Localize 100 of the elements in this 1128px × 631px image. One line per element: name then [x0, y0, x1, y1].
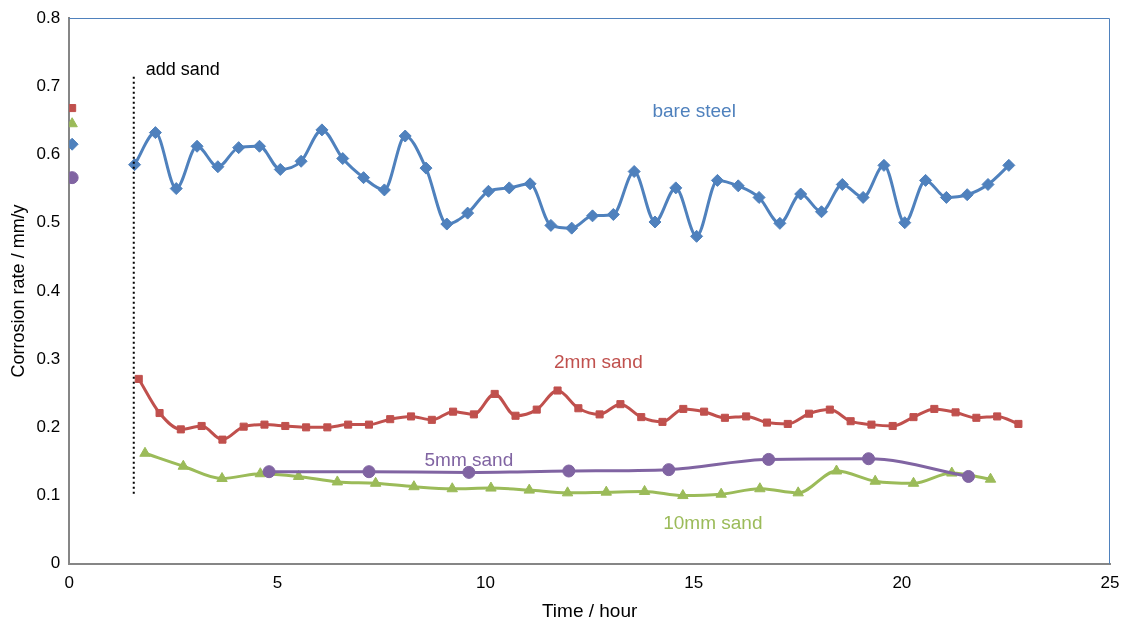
- point: [69, 171, 79, 185]
- point: [720, 413, 729, 422]
- point: [362, 465, 376, 479]
- point: [523, 177, 537, 191]
- point: [398, 129, 412, 143]
- y-tick-label: 0: [50, 553, 61, 573]
- series-label: 2mm sand: [554, 351, 643, 373]
- point: [710, 173, 724, 187]
- point: [469, 410, 478, 419]
- y-tick-label: 0.7: [36, 75, 61, 95]
- point: [700, 407, 709, 416]
- point: [677, 489, 689, 500]
- point: [586, 209, 600, 223]
- point: [888, 421, 897, 431]
- point: [336, 152, 350, 166]
- point: [877, 158, 891, 172]
- y-tick-label: 0.5: [36, 212, 61, 232]
- point: [565, 221, 579, 235]
- point: [490, 389, 499, 398]
- point: [357, 171, 371, 185]
- point: [449, 407, 458, 416]
- point: [232, 141, 246, 155]
- y-tick-label: 0.2: [36, 417, 61, 437]
- point: [177, 459, 189, 470]
- point: [984, 472, 997, 483]
- point: [804, 409, 814, 418]
- y-axis-title: Corrosion rate / mm/y: [7, 204, 28, 378]
- y-tick-label: 0.4: [36, 280, 61, 300]
- point: [553, 386, 562, 395]
- point: [939, 190, 953, 204]
- point: [377, 183, 391, 197]
- y-tick-label: 0.6: [36, 144, 61, 164]
- point: [981, 177, 995, 191]
- point: [462, 465, 476, 479]
- point: [638, 484, 651, 495]
- point: [669, 181, 683, 195]
- point: [754, 482, 766, 493]
- point: [898, 216, 912, 230]
- point: [606, 207, 620, 221]
- point: [679, 404, 688, 413]
- point: [627, 165, 641, 179]
- point: [919, 173, 933, 187]
- text: bare steel: [652, 99, 736, 121]
- point: [315, 123, 329, 137]
- point: [216, 472, 228, 483]
- point: [762, 418, 771, 427]
- point: [446, 482, 458, 493]
- point: [294, 154, 308, 168]
- point: [461, 206, 475, 220]
- point: [561, 486, 574, 497]
- point: [835, 177, 849, 191]
- point: [364, 420, 374, 429]
- point: [794, 187, 808, 201]
- point: [930, 404, 939, 413]
- point: [481, 184, 495, 198]
- x-tick-label: 20: [892, 572, 912, 592]
- y-tick-label: 0.1: [36, 485, 61, 505]
- point: [731, 179, 745, 193]
- point: [440, 217, 454, 231]
- point: [218, 435, 227, 444]
- point: [658, 417, 667, 426]
- point: [148, 126, 162, 140]
- x-tick-label: 0: [64, 572, 74, 592]
- point: [648, 215, 662, 229]
- point: [960, 188, 974, 202]
- point: [69, 117, 78, 128]
- point: [846, 417, 855, 426]
- point: [752, 190, 766, 204]
- point: [993, 412, 1002, 421]
- point: [862, 452, 876, 466]
- point: [600, 485, 612, 496]
- point: [616, 400, 625, 409]
- point: [502, 181, 516, 195]
- point: [302, 423, 311, 432]
- point: [262, 465, 276, 479]
- point: [176, 425, 185, 434]
- point: [369, 476, 382, 487]
- point: [197, 421, 206, 431]
- point: [134, 374, 143, 383]
- point: [951, 408, 960, 417]
- point: [742, 412, 751, 421]
- series-label: 5mm sand: [424, 448, 514, 470]
- point: [637, 413, 646, 422]
- y-tick-label: 0.8: [36, 7, 61, 27]
- point: [323, 423, 332, 432]
- point: [190, 139, 204, 153]
- point: [690, 229, 704, 243]
- point: [169, 182, 183, 196]
- point: [595, 410, 604, 419]
- point: [792, 486, 804, 497]
- point: [211, 160, 225, 174]
- point: [773, 216, 787, 230]
- point: [523, 483, 535, 494]
- point: [155, 408, 164, 418]
- x-tick-label: 25: [1100, 572, 1120, 592]
- point: [281, 421, 290, 431]
- point: [574, 404, 583, 413]
- point: [907, 476, 920, 487]
- point: [427, 415, 436, 424]
- point: [909, 413, 918, 422]
